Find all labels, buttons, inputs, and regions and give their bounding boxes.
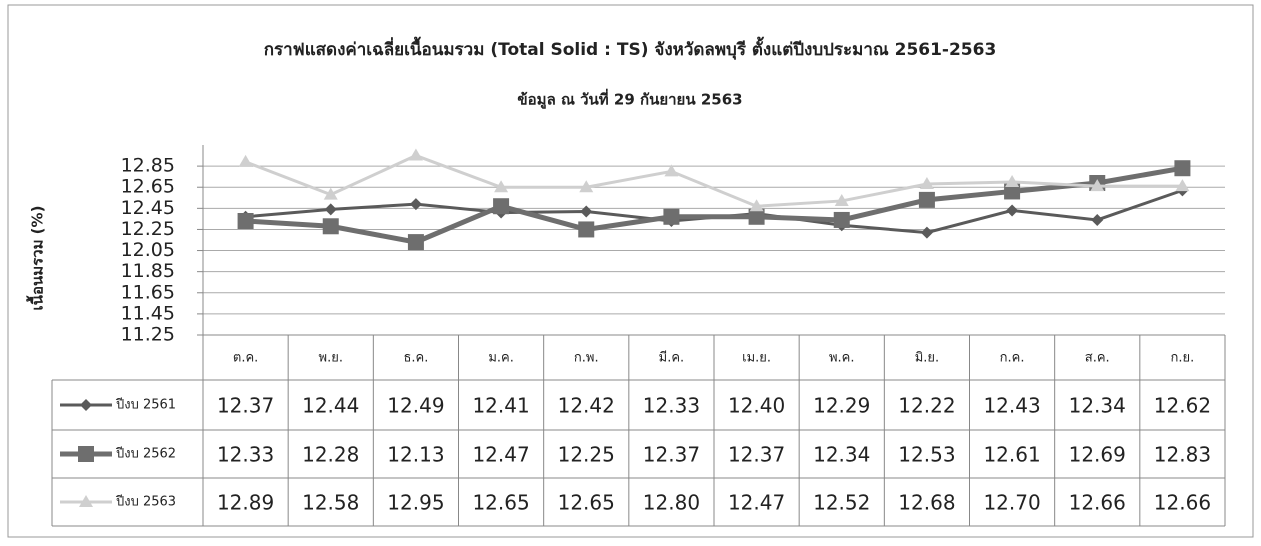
- x-tick-label: มี.ค.: [659, 350, 685, 366]
- table-value: 12.61: [983, 443, 1040, 467]
- table-value: 12.41: [472, 394, 529, 418]
- point: [408, 148, 423, 161]
- table-value: 12.37: [728, 443, 785, 467]
- table-value: 12.65: [472, 491, 529, 515]
- legend-label: ปีงบ 2561: [115, 397, 176, 413]
- table-value: 12.40: [728, 394, 785, 418]
- table-value: 12.42: [558, 394, 615, 418]
- y-tick-label: 11.85: [121, 260, 175, 282]
- point: [920, 226, 933, 239]
- table-value: 12.83: [1154, 443, 1211, 467]
- point: [580, 205, 593, 218]
- x-tick-label: ก.พ.: [574, 351, 599, 366]
- point: [1091, 213, 1104, 226]
- point: [833, 211, 850, 228]
- point: [324, 203, 337, 216]
- point: [663, 208, 680, 225]
- point: [1174, 160, 1191, 177]
- table-value: 12.44: [302, 394, 359, 418]
- x-tick-label: ส.ค.: [1085, 351, 1110, 366]
- y-axis-label: เนื้อนมรวม (%): [26, 206, 47, 311]
- table-value: 12.33: [643, 394, 700, 418]
- point: [918, 191, 935, 208]
- point: [1175, 179, 1190, 192]
- point: [834, 193, 849, 206]
- point: [494, 180, 509, 193]
- table-value: 12.66: [1069, 491, 1126, 515]
- chart-subtitle: ข้อมูล ณ วันที่ 29 กันยายน 2563: [517, 89, 742, 110]
- y-tick-label: 12.65: [121, 176, 175, 198]
- point: [1004, 183, 1021, 200]
- point: [493, 198, 510, 215]
- table-value: 12.29: [813, 394, 870, 418]
- table-value: 12.28: [302, 443, 359, 467]
- table-value: 12.80: [643, 491, 700, 515]
- y-tick-label: 12.05: [121, 239, 175, 261]
- table-value: 12.70: [983, 491, 1040, 515]
- legend-marker: [80, 399, 92, 411]
- table-value: 12.95: [387, 491, 444, 515]
- chart-title: กราฟแสดงค่าเฉลี่ยเนื้อนมรวม (Total Solid…: [264, 36, 997, 60]
- point: [409, 198, 422, 211]
- point: [238, 154, 253, 167]
- table-value: 12.25: [558, 443, 615, 467]
- table-value: 12.49: [387, 394, 444, 418]
- point: [664, 164, 679, 177]
- table-value: 12.43: [983, 394, 1040, 418]
- table-value: 12.22: [898, 394, 955, 418]
- x-tick-label: ก.ค.: [1000, 351, 1025, 366]
- y-tick-label: 12.85: [121, 155, 175, 177]
- y-tick-label: 11.25: [121, 324, 175, 346]
- table-value: 12.37: [643, 443, 700, 467]
- y-tick-label: 12.25: [121, 218, 175, 240]
- x-tick-label: ก.ย.: [1171, 351, 1195, 366]
- table-value: 12.68: [898, 491, 955, 515]
- table-value: 12.13: [387, 443, 444, 467]
- point: [237, 213, 254, 229]
- table-value: 12.34: [813, 443, 870, 467]
- table-value: 12.58: [302, 491, 359, 515]
- y-tick-label: 11.65: [121, 281, 175, 303]
- point: [578, 221, 595, 238]
- x-tick-label: ธ.ค.: [403, 351, 428, 366]
- legend-label: ปีงบ 2563: [115, 494, 176, 510]
- line-series: [245, 153, 1183, 208]
- point: [579, 180, 594, 193]
- point: [407, 234, 424, 251]
- table-value: 12.33: [217, 443, 274, 467]
- x-tick-label: พ.ย.: [319, 351, 343, 366]
- x-tick-label: มิ.ย.: [915, 351, 939, 366]
- point: [1006, 204, 1019, 217]
- x-tick-label: พ.ค.: [829, 351, 855, 366]
- point: [1090, 179, 1105, 192]
- table-value: 12.34: [1069, 394, 1126, 418]
- point: [323, 187, 338, 200]
- table-value: 12.52: [813, 491, 870, 515]
- x-tick-label: เม.ย.: [742, 351, 771, 366]
- point: [749, 199, 764, 212]
- table-value: 12.62: [1154, 394, 1211, 418]
- x-tick-label: ต.ค.: [233, 351, 258, 366]
- legend-marker: [79, 495, 93, 507]
- table-value: 12.89: [217, 491, 274, 515]
- x-tick-label: ม.ค.: [488, 351, 514, 366]
- table-value: 12.53: [898, 443, 955, 467]
- legend-marker: [78, 446, 94, 462]
- point: [322, 218, 339, 235]
- chart-frame: [7, 4, 1254, 538]
- table-value: 12.69: [1069, 443, 1126, 467]
- point: [1005, 174, 1020, 187]
- line-series: [245, 165, 1183, 245]
- table-value: 12.37: [217, 394, 274, 418]
- table-value: 12.47: [472, 443, 529, 467]
- table-value: 12.65: [558, 491, 615, 515]
- table-value: 12.66: [1154, 491, 1211, 515]
- y-tick-label: 11.45: [121, 302, 175, 324]
- y-tick-label: 12.45: [121, 197, 175, 219]
- point: [748, 208, 765, 225]
- point: [919, 177, 934, 190]
- table-value: 12.47: [728, 491, 785, 515]
- legend-label: ปีงบ 2562: [115, 446, 176, 462]
